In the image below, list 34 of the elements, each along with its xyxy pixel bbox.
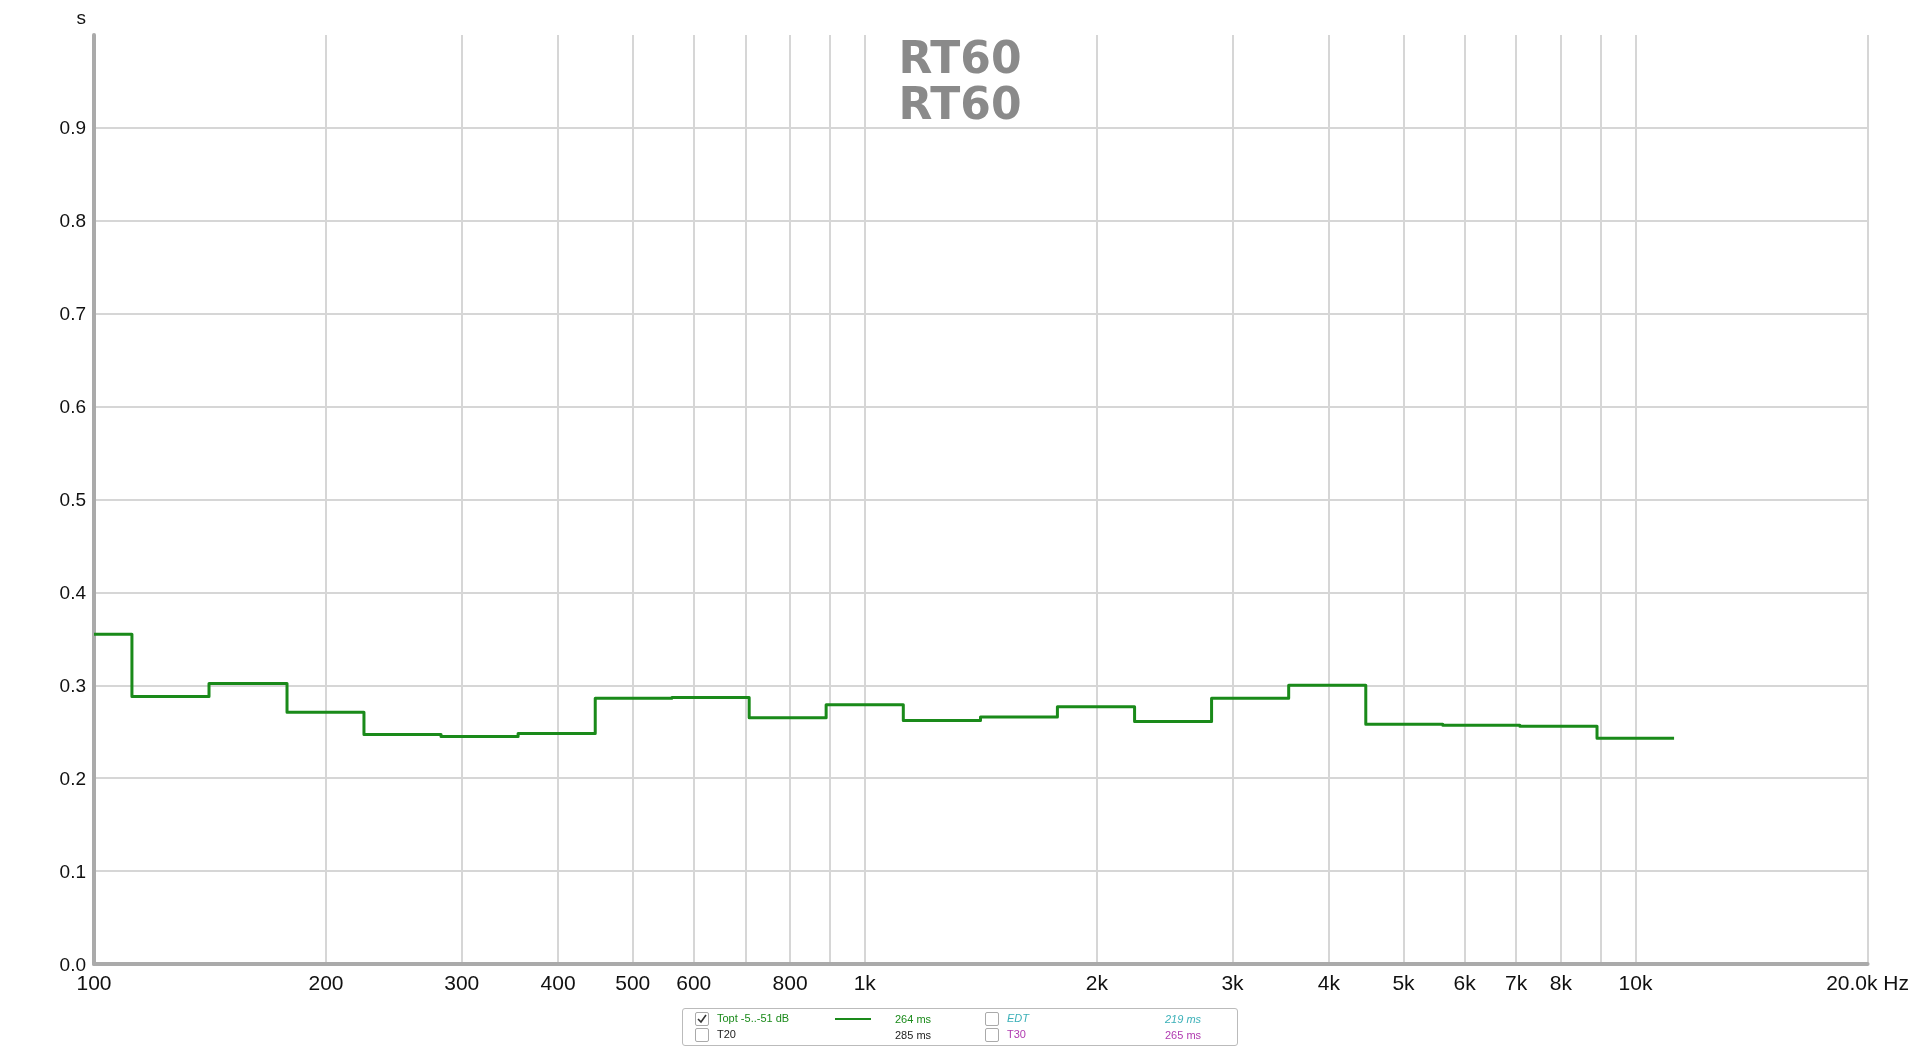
x-tick-label: 200 [308,971,344,994]
y-tick-label: 0.2 [59,767,86,789]
y-tick-label: 0.1 [59,860,86,882]
x-tick-label: 7k [1505,971,1528,994]
x-tick-label: 3k [1221,971,1245,994]
text: Topt -5..-51 dB [716,1012,791,1026]
y-tick-label: 0.4 [59,581,87,603]
x-tick-label: 400 [540,971,576,994]
x-tick-label: 800 [772,971,808,994]
text: 265 ms [1165,1029,1203,1042]
x-tick-label: 6k [1453,971,1477,994]
x-tick-label: 1k [853,971,877,994]
x-tick-label: 8k [1549,971,1573,994]
text: 264 ms [895,1013,933,1026]
y-axis-title: s [76,7,86,28]
text: EDT [1007,1012,1029,1024]
x-tick-label: 500 [615,971,651,994]
x-tick-label: 300 [444,971,480,994]
y-tick-label: 0.7 [59,303,86,325]
y-tick-label: 0.3 [59,674,86,696]
y-tick-label: 0.6 [59,396,86,418]
y-tick-label: 0.5 [59,489,86,510]
text: T20 [717,1028,736,1041]
x-tick-label: 600 [676,971,712,994]
x-tick-label: 2k [1085,971,1109,994]
text: 285 ms [895,1029,933,1042]
x-tick-label: 10k [1618,971,1653,994]
x-tick-label: 5k [1392,971,1416,994]
x-tick-label: 20.0k Hz [1826,971,1909,994]
y-tick-label: 0.8 [59,210,86,232]
text: 219 ms [1165,1013,1203,1026]
y-tick-label: 0.9 [59,117,86,139]
text: T30 [1007,1028,1026,1041]
x-tick-label: 4k [1317,971,1341,994]
